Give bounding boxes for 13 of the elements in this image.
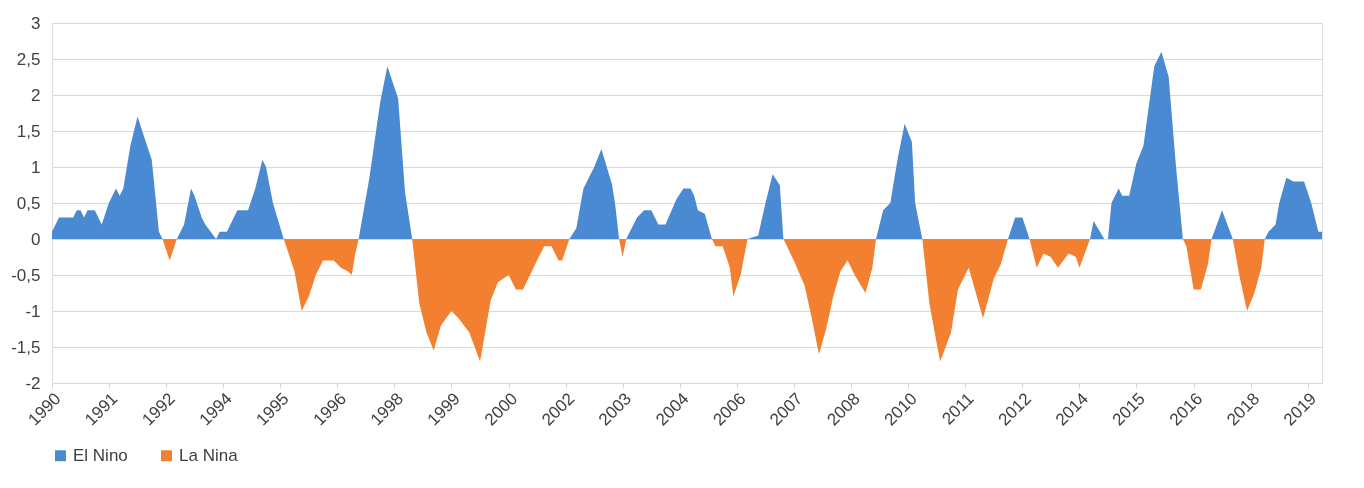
y-tick-label: -2 — [25, 373, 41, 393]
y-tick-label: -1 — [25, 301, 41, 321]
y-tick-label: 2 — [31, 85, 41, 105]
legend-label: El Nino — [73, 445, 128, 465]
y-tick-label: 1 — [31, 157, 41, 177]
y-tick-label: -0,5 — [11, 265, 41, 285]
y-tick-label: 3 — [31, 13, 41, 33]
y-tick-label: -1,5 — [11, 337, 41, 357]
y-tick-label: 1,5 — [16, 121, 41, 141]
y-tick-label: 0,5 — [16, 193, 41, 213]
y-tick-label: 2,5 — [16, 49, 41, 69]
y-tick-label: 0 — [31, 229, 41, 249]
legend-label: La Nina — [179, 445, 239, 465]
